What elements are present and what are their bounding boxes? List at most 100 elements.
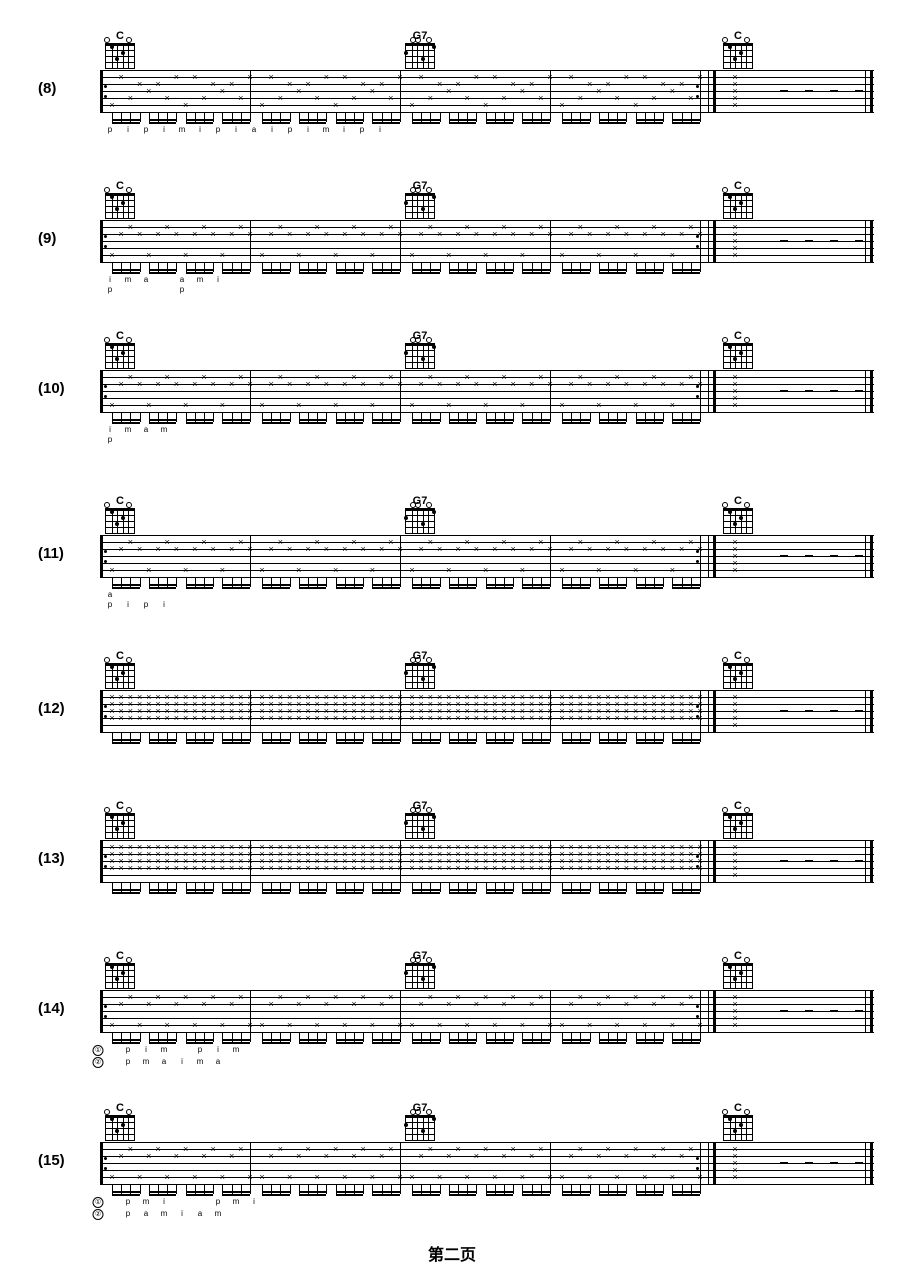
chord-diagram <box>405 663 435 689</box>
exercise-number: (8) <box>38 80 56 97</box>
tab-staff: ××××××××××××××××××××××××××××××××××××××××… <box>100 535 874 577</box>
chord-diagram <box>405 813 435 839</box>
fingering-letter: i <box>235 125 237 134</box>
fingering-letter: p <box>144 125 148 134</box>
fingering-letter: p <box>108 125 112 134</box>
exercise-number: (12) <box>38 700 65 717</box>
tab-staff: ××××××××××××××××××××××××××××××××××××××××… <box>100 690 874 732</box>
chord-diagram <box>105 963 135 989</box>
fingering-letter: m <box>323 125 330 134</box>
fingering-letter: i <box>379 125 381 134</box>
fingering-variant: ② <box>93 1209 104 1220</box>
fingering-letter: i <box>217 275 219 284</box>
chord-diagram <box>723 343 753 369</box>
page-footer: 第二页 <box>0 1241 904 1265</box>
fingering-variant: ① <box>93 1045 104 1056</box>
chord-diagram <box>105 813 135 839</box>
chord-diagram <box>723 663 753 689</box>
fingering-letter: a <box>162 1057 166 1066</box>
fingering-letter: p <box>108 600 112 609</box>
tab-staff: ××××××××××××××××××××××××××××××××××××××××… <box>100 990 874 1032</box>
fingering-letter: i <box>109 425 111 434</box>
fingering-letter: m <box>143 1197 150 1206</box>
fingering-letter: a <box>252 125 256 134</box>
exercise-row: (12)CG7C××××××××××××××××××××××××××××××××… <box>40 650 874 800</box>
fingering-letter: p <box>126 1209 130 1218</box>
exercise-row: (11)CG7C××××××××××××××××××××××××××××××××… <box>40 495 874 650</box>
fingering-letter: i <box>181 1209 183 1218</box>
exercise-number: (14) <box>38 1000 65 1017</box>
chord-diagram <box>405 963 435 989</box>
fingering-letter: i <box>163 125 165 134</box>
fingering-letter: a <box>198 1209 202 1218</box>
chord-diagram <box>723 43 753 69</box>
fingering-letter: a <box>144 425 148 434</box>
fingering-letter: m <box>197 1057 204 1066</box>
fingering-letter: m <box>161 1045 168 1054</box>
fingering-letter: a <box>144 1209 148 1218</box>
fingering-letter: p <box>360 125 364 134</box>
exercise-row: (10)CG7C××××××××××××××××××××××××××××××××… <box>40 330 874 480</box>
fingering-letter: p <box>216 125 220 134</box>
fingering-letter: m <box>143 1057 150 1066</box>
fingering-letter: p <box>288 125 292 134</box>
exercise-number: (10) <box>38 380 65 397</box>
chord-diagram <box>723 1115 753 1141</box>
chord-diagram <box>723 963 753 989</box>
fingering-letter: i <box>217 1045 219 1054</box>
chord-diagram <box>723 193 753 219</box>
chord-diagram <box>405 343 435 369</box>
fingering-letter: a <box>108 590 112 599</box>
tab-staff: ××××××××××××××××××××××××××××××××××××××××… <box>100 220 874 262</box>
fingering-letter: m <box>161 425 168 434</box>
exercise-row: (13)CG7C××××××××××××××××××××××××××××××××… <box>40 800 874 950</box>
exercise-row: (15)CG7C××××××××××××××××××××××××××××××××… <box>40 1102 874 1255</box>
fingering-letter: i <box>181 1057 183 1066</box>
fingering-letter: p <box>126 1197 130 1206</box>
exercise-row: (9)CG7C×××××××××××××××××××××××××××××××××… <box>40 180 874 330</box>
fingering-letter: m <box>233 1045 240 1054</box>
fingering-letter: i <box>307 125 309 134</box>
fingering-letter: p <box>108 435 112 444</box>
fingering-letter: p <box>144 600 148 609</box>
exercise-number: (15) <box>38 1152 65 1169</box>
tab-staff: ××××××××××××××××××××××××××××××××××××××××… <box>100 70 874 112</box>
fingering-letter: a <box>216 1057 220 1066</box>
exercise-row: (8)CG7C×××××××××××××××××××××××××××××××××… <box>40 30 874 180</box>
chord-diagram <box>405 1115 435 1141</box>
fingering-letter: m <box>215 1209 222 1218</box>
chord-diagram <box>405 43 435 69</box>
fingering-letter: m <box>125 425 132 434</box>
tab-staff: ××××××××××××××××××××××××××××××××××××××××… <box>100 1142 874 1184</box>
fingering-letter: m <box>197 275 204 284</box>
fingering-letter: a <box>144 275 148 284</box>
fingering-letter: p <box>126 1057 130 1066</box>
fingering-letter: p <box>216 1197 220 1206</box>
fingering-variant: ② <box>93 1057 104 1068</box>
exercise-number: (13) <box>38 850 65 867</box>
chord-diagram <box>723 813 753 839</box>
chord-diagram <box>405 508 435 534</box>
chord-diagram <box>105 1115 135 1141</box>
chord-diagram <box>105 193 135 219</box>
chord-diagram <box>723 508 753 534</box>
fingering-letter: m <box>179 125 186 134</box>
exercise-number: (9) <box>38 230 56 247</box>
fingering-letter: m <box>161 1209 168 1218</box>
fingering-letter: i <box>163 600 165 609</box>
fingering-letter: i <box>253 1197 255 1206</box>
fingering-letter: p <box>198 1045 202 1054</box>
fingering-letter: a <box>180 275 184 284</box>
tab-staff: ××××××××××××××××××××××××××××××××××××××××… <box>100 370 874 412</box>
fingering-letter: i <box>145 1045 147 1054</box>
exercise-number: (11) <box>38 545 64 562</box>
chord-diagram <box>105 43 135 69</box>
fingering-letter: i <box>343 125 345 134</box>
fingering-letter: i <box>127 600 129 609</box>
fingering-letter: i <box>163 1197 165 1206</box>
fingering-variant: ① <box>93 1197 104 1208</box>
tab-staff: ××××××××××××××××××××××××××××××××××××××××… <box>100 840 874 882</box>
chord-diagram <box>105 508 135 534</box>
chord-diagram <box>105 343 135 369</box>
fingering-letter: i <box>271 125 273 134</box>
